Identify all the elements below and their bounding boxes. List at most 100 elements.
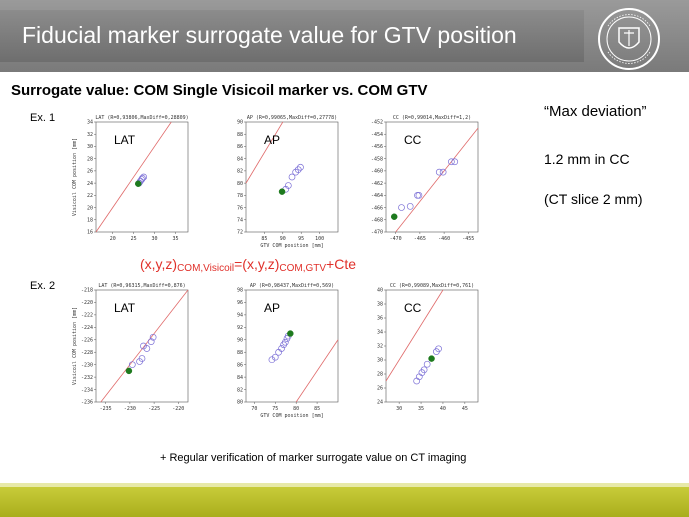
- y-axis-label: Visicoil COM position [mm]: [72, 138, 78, 216]
- data-point: [140, 342, 147, 350]
- verification-note: + Regular verification of marker surroga…: [160, 452, 467, 464]
- y-tick-label: 24: [87, 181, 93, 187]
- x-tick-label: 35: [172, 236, 178, 242]
- y-tick-label: -458: [371, 156, 383, 162]
- data-point: [138, 176, 145, 183]
- plot-title: LAT (R=0,96315,MaxDiff=0,876): [98, 283, 185, 289]
- y-tick-label: -224: [81, 325, 93, 331]
- data-point: [281, 338, 289, 346]
- data-point: [149, 333, 157, 341]
- data-point: [415, 191, 423, 199]
- data-point: [398, 204, 405, 211]
- plot-frame: [245, 289, 339, 403]
- data-point: [284, 182, 292, 189]
- y-tick-label: -460: [371, 169, 383, 175]
- data-point: [420, 366, 428, 374]
- plot-frame: [95, 289, 189, 403]
- equation-sub-2: COM,GTV: [279, 263, 327, 274]
- footer-divider: [0, 483, 689, 487]
- y-tick-label: -218: [81, 288, 93, 294]
- ct-slice-note: (CT slice 2 mm): [544, 191, 643, 207]
- data-point: [138, 355, 146, 362]
- data-point: [439, 168, 447, 176]
- y-tick-label: 32: [87, 132, 93, 138]
- highlight-point: [134, 180, 142, 187]
- y-tick-label: 86: [237, 144, 243, 150]
- y-tick-label: -468: [371, 217, 383, 223]
- y-tick-label: 18: [87, 217, 93, 223]
- y-tick-label: 88: [237, 132, 243, 138]
- highlight-point: [125, 367, 133, 375]
- y-tick-label: -220: [81, 300, 93, 306]
- data-point: [435, 345, 442, 353]
- x-tick-label: 20: [110, 236, 116, 242]
- highlight-point: [287, 330, 294, 337]
- example-1-label: Ex. 1: [30, 112, 56, 124]
- y-tick-label: 72: [237, 230, 243, 236]
- data-point: [435, 168, 443, 176]
- equation-part-1: (x,y,z): [140, 256, 178, 272]
- y-tick-label: 92: [237, 325, 243, 331]
- data-point: [268, 356, 276, 364]
- slide-title: Fiducial marker surrogate value for GTV …: [22, 22, 517, 48]
- footer-bar: [0, 487, 689, 517]
- x-tick-label: 30: [396, 406, 402, 412]
- plot-title: CC (R=0,99014,MaxDiff=1,2): [393, 115, 471, 121]
- panel-label: AP: [264, 301, 280, 315]
- y-tick-label: -456: [371, 144, 383, 150]
- y-tick-label: 84: [237, 156, 243, 162]
- x-tick-label: -465: [414, 236, 426, 242]
- y-tick-label: 82: [237, 169, 243, 175]
- x-tick-label: 70: [251, 406, 257, 412]
- x-tick-label: 85: [314, 406, 320, 412]
- y-tick-label: 26: [87, 169, 93, 175]
- plot-frame: [385, 121, 479, 233]
- x-tick-label: 80: [293, 406, 299, 412]
- scatter-ex2-ap: AP (R=0,98437,MaxDiff=0,569) 70 75 80 85 80 82…: [237, 283, 339, 419]
- identity-line: [100, 289, 189, 403]
- y-tick-label: 94: [237, 313, 243, 319]
- y-tick-label: 76: [237, 205, 243, 211]
- example-2-label: Ex. 2: [30, 280, 56, 292]
- plot-frame: [245, 121, 339, 233]
- x-tick-label: -220: [172, 406, 184, 412]
- y-tick-label: 38: [377, 302, 383, 308]
- y-tick-label: 98: [237, 288, 243, 294]
- x-tick-label: 75: [272, 406, 278, 412]
- x-tick-label: 30: [152, 236, 158, 242]
- y-tick-label: 28: [87, 156, 93, 162]
- y-tick-label: 82: [237, 387, 243, 393]
- y-tick-label: 22: [87, 193, 93, 199]
- plot-title: AP (R=0,98437,MaxDiff=0,569): [250, 283, 334, 289]
- y-tick-label: -232: [81, 375, 93, 381]
- y-tick-label: -470: [371, 230, 383, 236]
- y-tick-label: -464: [371, 193, 383, 199]
- highlight-point: [428, 355, 435, 362]
- data-point: [448, 158, 455, 166]
- y-tick-label: -222: [81, 313, 93, 319]
- deviation-value-note: 1.2 mm in CC: [544, 151, 630, 167]
- x-tick-label: 85: [261, 236, 267, 242]
- plot-frame: [95, 121, 189, 233]
- y-tick-label: 40: [377, 288, 383, 294]
- x-tick-label: -470: [390, 236, 402, 242]
- x-tick-label: 35: [418, 406, 424, 412]
- y-tick-label: -466: [371, 205, 383, 211]
- scatter-ex2-lat: LAT (R=0,96315,MaxDiff=0,876) -235 -230 -22…: [72, 283, 189, 412]
- y-tick-label: 84: [237, 375, 243, 381]
- equation-part-3: +Cte: [326, 256, 357, 272]
- y-tick-label: 28: [377, 372, 383, 378]
- y-tick-label: -230: [81, 362, 93, 368]
- data-point: [297, 163, 304, 171]
- panel-label: CC: [404, 133, 422, 147]
- y-tick-label: 16: [87, 230, 93, 236]
- x-tick-label: -455: [462, 236, 474, 242]
- plot-title: LAT (R=0,93806,MaxDiff=0,28809): [95, 115, 188, 121]
- y-tick-label: 34: [377, 330, 383, 336]
- equation-part-2: =(x,y,z): [234, 256, 280, 272]
- x-tick-label: 100: [315, 236, 324, 242]
- x-tick-label: 45: [462, 406, 468, 412]
- y-tick-label: 78: [237, 193, 243, 199]
- panel-label: CC: [404, 301, 422, 315]
- title-banner: Fiducial marker surrogate value for GTV …: [0, 10, 584, 62]
